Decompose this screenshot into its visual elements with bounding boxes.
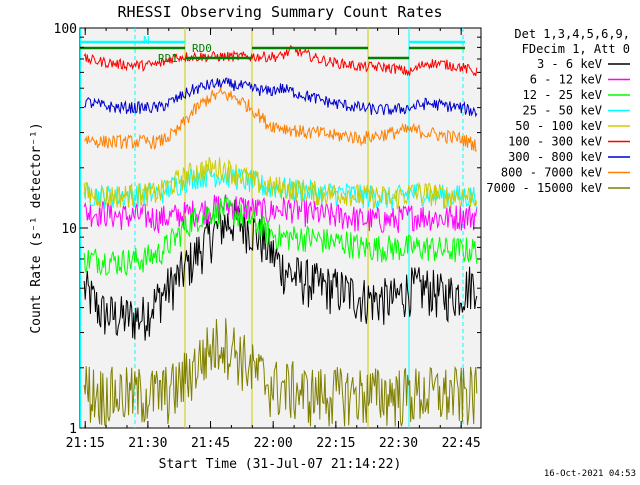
series-line-50-100-kev (83, 157, 478, 211)
series-line-800-7000-kev (83, 86, 478, 153)
x-tick-label: 22:00 (254, 436, 293, 451)
y-axis-label: Count Rate (s⁻¹ detector⁻¹) (29, 122, 44, 333)
x-tick-label: 21:45 (191, 436, 230, 451)
legend-label: 6 - 12 keV (530, 73, 602, 87)
y-tick-label: 100 (54, 22, 77, 37)
x-tick-label: 21:30 (128, 436, 167, 451)
legend-label: 3 - 6 keV (537, 57, 602, 71)
annotation-rd1: RD1 (158, 52, 178, 65)
legend-label: 7000 - 15000 keV (486, 181, 602, 195)
series-line-12-25-kev (83, 196, 478, 277)
x-tick-label: 22:30 (379, 436, 418, 451)
x-tick-label: 22:15 (316, 436, 355, 451)
legend-label: 300 - 800 keV (508, 150, 602, 164)
legend-label: 12 - 25 keV (523, 88, 602, 102)
legend-label: 25 - 50 keV (523, 104, 602, 118)
annotation-n: N (143, 34, 150, 47)
x-tick-label: 21:15 (66, 436, 105, 451)
legend-label: 100 - 300 keV (508, 135, 602, 149)
series-line-6-12-kev (83, 194, 478, 234)
legend-header-line-1: Det 1,3,4,5,6,9, (514, 27, 630, 41)
legend-header-line-2: FDecim 1, Att 0 (522, 42, 630, 56)
chart-title: RHESSI Observing Summary Count Rates (117, 3, 442, 21)
series-line-100-300-kev (83, 44, 478, 77)
series-line-300-800-kev (83, 77, 478, 118)
footer-timestamp: 16-Oct-2021 04:53 (544, 469, 636, 479)
y-tick-label: 10 (61, 222, 77, 237)
y-tick-label: 1 (69, 422, 77, 437)
x-axis-label: Start Time (31-Jul-07 21:14:22) (159, 457, 402, 472)
series-line-7000-15000-kev (83, 318, 478, 428)
annotation-rd0: RD0 (192, 42, 212, 55)
legend-label: 50 - 100 keV (515, 119, 602, 133)
legend-label: 800 - 7000 keV (501, 166, 602, 180)
series-line-3-6-kev (83, 199, 478, 341)
x-tick-label: 22:45 (442, 436, 481, 451)
